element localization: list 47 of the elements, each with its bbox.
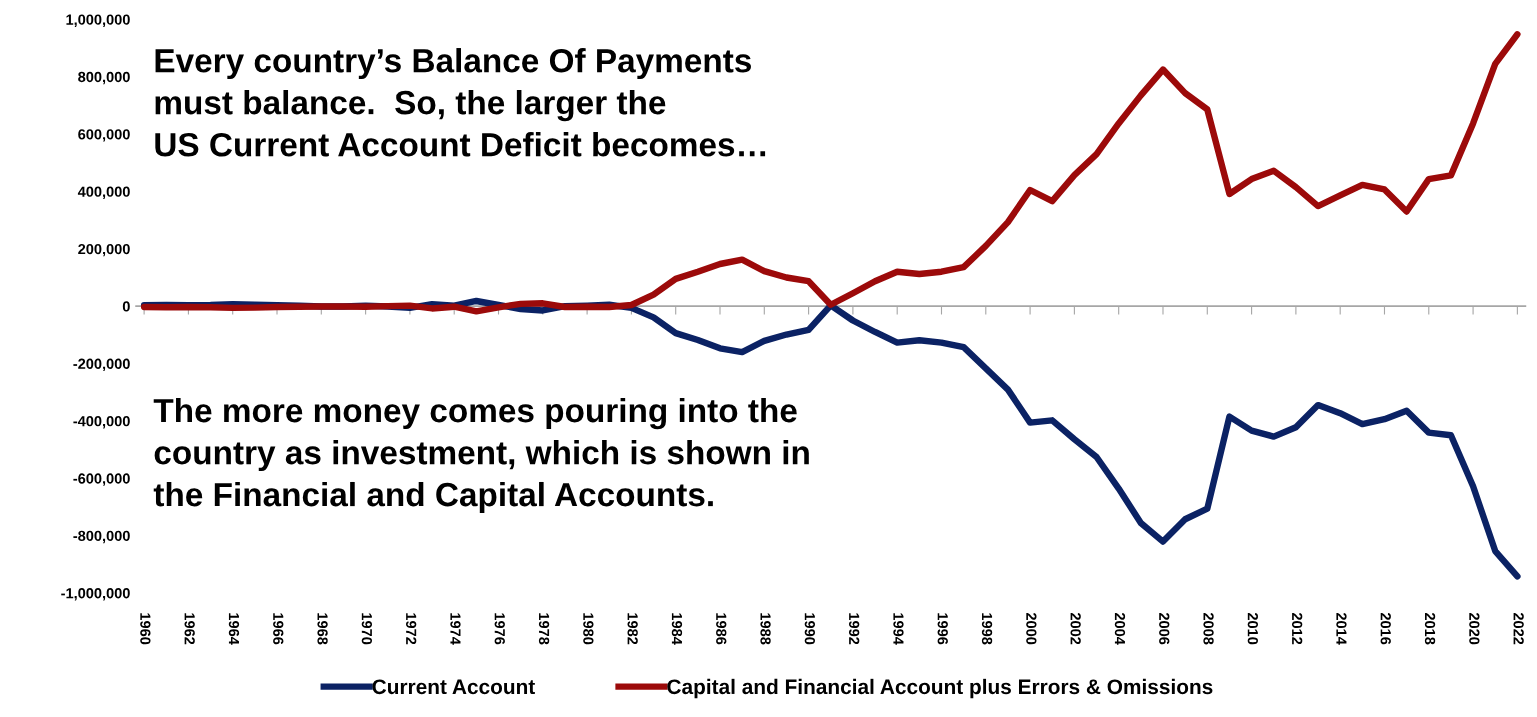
x-tick-label: 2014 — [1336, 612, 1347, 645]
legend-label: Capital and Financial Account plus Errors & Omissions — [667, 678, 1213, 699]
y-tick-label: -400,000 — [73, 415, 130, 429]
y-tick-label: 1,000,000 — [66, 14, 130, 27]
x-tick-label: 2000 — [1026, 612, 1037, 645]
y-tick-label: 0 — [122, 301, 130, 312]
x-tick-label: 2022 — [1513, 612, 1524, 645]
x-tick-label: 1980 — [583, 613, 594, 645]
x-tick-label: 1964 — [228, 613, 240, 645]
y-tick-label: -1,000,000 — [61, 588, 130, 601]
x-tick-label: 2012 — [1291, 612, 1303, 645]
y-tick-label: 800,000 — [78, 71, 130, 85]
x-tick-label: 1984 — [671, 613, 683, 645]
y-tick-label: -800,000 — [73, 530, 130, 544]
x-tick-label: 1988 — [760, 613, 771, 645]
x-tick-label: 1970 — [361, 613, 373, 645]
x-tick-label: 1978 — [538, 613, 550, 645]
legend-label: Current Account — [372, 679, 535, 695]
x-tick-label: 1998 — [981, 613, 993, 645]
x-tick-label: 2002 — [1070, 612, 1081, 645]
x-tick-label: 1962 — [184, 613, 195, 645]
y-tick-label: 600,000 — [78, 129, 130, 142]
x-tick-label: 1960 — [140, 613, 151, 645]
y-tick-label: 400,000 — [77, 186, 130, 199]
x-tick-label: 1972 — [405, 613, 417, 645]
y-tick-label: -200,000 — [73, 358, 130, 372]
x-tick-label: 1976 — [494, 613, 505, 645]
x-tick-label: 1968 — [317, 613, 328, 645]
x-tick-label: 1992 — [848, 613, 860, 645]
y-tick-label: 200,000 — [78, 243, 130, 257]
x-tick-label: 1990 — [804, 613, 816, 645]
x-tick-label: 1982 — [627, 613, 638, 645]
annotation: The more money comes pouring into the country as investment, which is shown in the Financial and Capital Accounts. — [153, 397, 809, 514]
annotation: Every country’s Balance Of Payments must balance. So, the larger the US Current Account Deficit becomes… — [155, 48, 766, 157]
x-tick-label: 2006 — [1159, 612, 1170, 645]
x-tick-label: 1966 — [273, 613, 284, 645]
x-tick-label: 1986 — [716, 613, 727, 645]
x-tick-label: 2020 — [1469, 612, 1480, 645]
x-tick-label: 2016 — [1380, 612, 1391, 645]
y-tick-label: -600,000 — [73, 473, 130, 486]
x-tick-label: 1974 — [450, 613, 461, 645]
x-tick-label: 2004 — [1114, 612, 1126, 645]
x-tick-label: 1996 — [937, 613, 948, 645]
x-tick-label: 2008 — [1203, 612, 1214, 645]
x-tick-label: 1994 — [893, 613, 904, 645]
x-tick-label: 2018 — [1424, 612, 1436, 645]
x-tick-label: 2010 — [1247, 612, 1258, 645]
